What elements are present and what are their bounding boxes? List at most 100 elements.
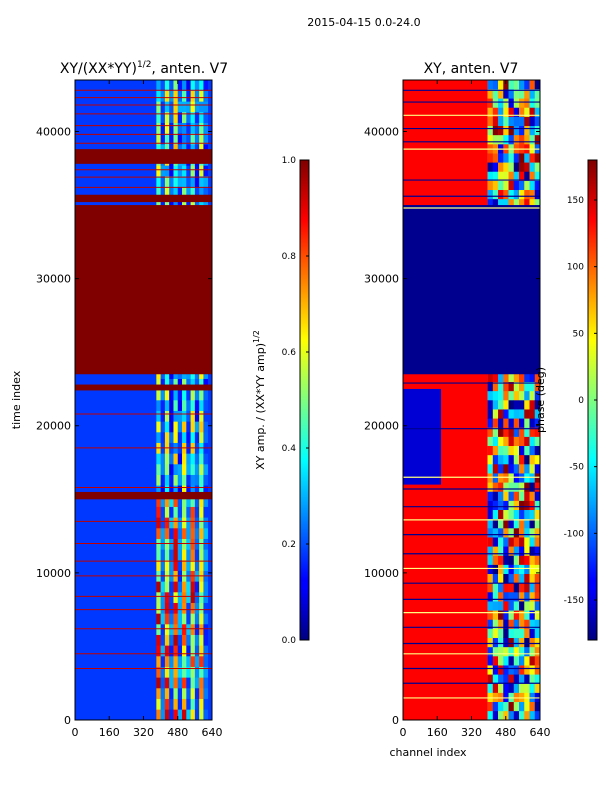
heatmap-cell	[508, 610, 515, 620]
heatmap-cell	[487, 637, 494, 648]
heatmap-cell	[498, 491, 504, 501]
heatmap-cell	[534, 464, 540, 474]
heatmap-cell	[169, 645, 174, 657]
heatmap-cell	[524, 153, 530, 163]
heatmap-cell	[190, 624, 196, 635]
heatmap-cell	[524, 409, 530, 419]
heatmap-cell	[173, 464, 179, 475]
heatmap-cell	[513, 601, 520, 611]
heatmap-cell	[529, 134, 536, 145]
heatmap-cell	[503, 409, 509, 419]
heatmap-cell	[492, 125, 499, 136]
heatmap-cell	[503, 509, 509, 520]
heatmap-cell	[160, 666, 166, 678]
x-tick-label: 0	[72, 726, 79, 739]
heatmap-cell	[529, 98, 536, 108]
heatmap-cell	[194, 378, 200, 390]
heatmap-cell	[519, 710, 525, 720]
heatmap-cell	[203, 410, 209, 422]
heatmap-cell	[508, 518, 515, 529]
heatmap-cell	[492, 528, 499, 538]
heatmap-cell	[492, 646, 499, 657]
colorbar-tick-label: 50	[573, 329, 585, 339]
heatmap-cell	[203, 549, 209, 561]
heatmap-cell	[498, 445, 504, 456]
heatmap-cell	[169, 656, 174, 667]
heatmap-cell	[503, 473, 509, 483]
x-tick-label: 160	[99, 726, 120, 739]
heatmap-cell	[487, 509, 494, 520]
heatmap-cell	[173, 666, 179, 678]
heatmap-cell	[160, 506, 166, 518]
heatmap-cell	[186, 506, 191, 518]
heatmap-cell	[194, 464, 200, 475]
heatmap-cell	[186, 410, 191, 422]
heatmap-cell	[508, 491, 515, 501]
heatmap-cell	[513, 555, 520, 565]
heatmap-cell	[534, 473, 540, 483]
heatmap-cell	[492, 116, 499, 127]
heatmap-cell	[160, 485, 166, 497]
heatmap-cell	[513, 427, 520, 437]
heatmap-cell	[177, 464, 183, 475]
colorbar1-label: XY amp. / (XX*YY amp)1/2	[252, 330, 267, 470]
heatmap-cell	[186, 538, 191, 550]
heatmap-cell	[186, 602, 191, 614]
heatmap-cell	[508, 674, 515, 684]
heatmap-cell	[164, 133, 170, 145]
heatmap-cell	[164, 90, 170, 102]
heatmap-cell	[524, 171, 530, 181]
heatmap-cell	[160, 688, 166, 699]
heatmap-cell	[534, 619, 540, 629]
heatmap-cell	[177, 645, 183, 657]
heatmap-cell	[508, 546, 515, 556]
heatmap-cell	[199, 90, 204, 102]
x-tick-label: 480	[167, 726, 188, 739]
heatmap-cell	[177, 122, 183, 134]
heatmap-cell	[513, 445, 520, 456]
colorbar-tick-label: 150	[567, 196, 584, 206]
colorbar2-label: phase (deg)	[534, 367, 547, 433]
heatmap-cell	[199, 560, 204, 571]
heatmap-cell	[534, 454, 540, 465]
heatmap-cell	[169, 698, 174, 710]
heatmap-cell	[203, 453, 209, 465]
heatmap-cell	[487, 674, 494, 684]
heatmap-cell	[173, 389, 179, 401]
heatmap-cell	[524, 454, 530, 465]
heatmap-cell	[190, 634, 196, 646]
heatmap-cell	[534, 418, 540, 428]
heatmap-cell	[513, 692, 520, 703]
heatmap-cell	[503, 674, 509, 684]
y-tick-label: 40000	[36, 125, 71, 138]
heatmap-cell	[190, 709, 196, 720]
heatmap-cell	[524, 564, 530, 575]
heatmap-cell	[492, 701, 499, 712]
heatmap-cell	[160, 474, 166, 486]
heatmap-cell	[164, 709, 170, 720]
heatmap-cell	[487, 134, 494, 145]
heatmap-cell	[169, 688, 174, 699]
heatmap-cell	[519, 555, 525, 565]
heatmap-cell	[156, 592, 161, 603]
heatmap-cell	[194, 581, 200, 593]
heatmap-cell	[513, 125, 520, 136]
heatmap-cell	[503, 637, 509, 648]
heatmap-cell	[508, 372, 515, 383]
heatmap-cell	[519, 80, 525, 90]
heatmap-cell	[156, 485, 161, 497]
y-tick-label: 20000	[364, 420, 399, 433]
heatmap-cell	[190, 80, 196, 91]
panel2-title: XY, anten. V7	[424, 61, 519, 77]
heatmap-cell	[503, 628, 509, 639]
heatmap-cell	[492, 628, 499, 639]
heatmap-cell	[182, 176, 187, 187]
heatmap-cell	[534, 198, 540, 209]
panel-phase: XY, anten. V7 0 160 320 480 640 0 10000 20000 30…	[364, 61, 551, 759]
heatmap-cell	[160, 517, 166, 529]
heatmap-cell	[513, 610, 520, 620]
heatmap-cell	[186, 133, 191, 145]
heatmap-cell	[173, 421, 179, 433]
heatmap-cell	[199, 496, 204, 507]
heatmap-cell	[492, 665, 499, 675]
